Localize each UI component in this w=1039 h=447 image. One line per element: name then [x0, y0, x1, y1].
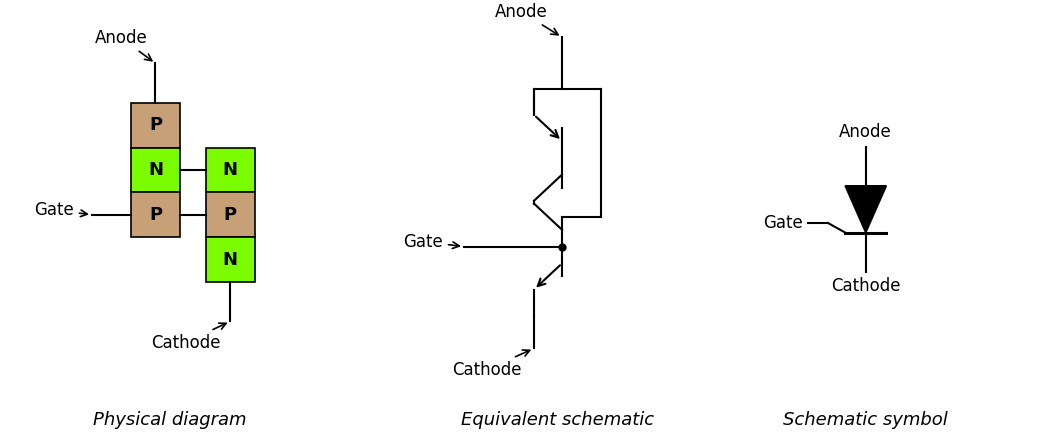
- Text: P: P: [223, 206, 237, 224]
- Text: Anode: Anode: [95, 29, 152, 61]
- Text: P: P: [149, 206, 162, 224]
- Text: Equivalent schematic: Equivalent schematic: [460, 411, 654, 429]
- Bar: [206, 148, 255, 192]
- Text: Physical diagram: Physical diagram: [92, 411, 246, 429]
- Text: N: N: [222, 161, 238, 179]
- Text: Gate: Gate: [34, 201, 87, 219]
- Text: Cathode: Cathode: [831, 278, 901, 295]
- Bar: [206, 192, 255, 237]
- Text: Schematic symbol: Schematic symbol: [783, 411, 949, 429]
- Bar: [131, 103, 180, 148]
- Text: Cathode: Cathode: [151, 323, 227, 351]
- Bar: [206, 237, 255, 282]
- Text: Anode: Anode: [840, 123, 893, 141]
- Polygon shape: [845, 186, 886, 232]
- Bar: [131, 148, 180, 192]
- Bar: [131, 192, 180, 237]
- Text: Anode: Anode: [495, 3, 558, 35]
- Text: P: P: [149, 116, 162, 134]
- Text: N: N: [148, 161, 163, 179]
- Text: Gate: Gate: [403, 232, 459, 251]
- Text: Gate: Gate: [764, 214, 803, 232]
- Text: N: N: [222, 251, 238, 269]
- Text: Cathode: Cathode: [452, 350, 530, 379]
